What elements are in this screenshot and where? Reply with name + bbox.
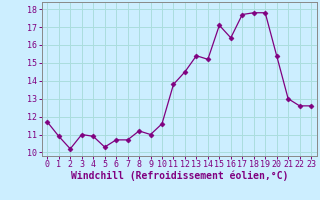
- X-axis label: Windchill (Refroidissement éolien,°C): Windchill (Refroidissement éolien,°C): [70, 171, 288, 181]
